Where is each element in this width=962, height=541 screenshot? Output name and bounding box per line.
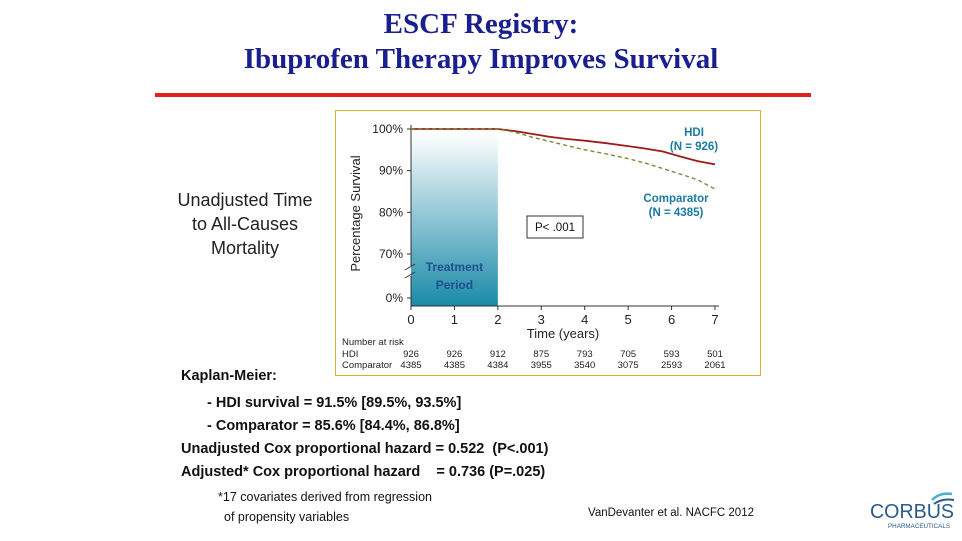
y-axis-break [404,263,416,279]
adjusted-cox-text: Adjusted* Cox proportional hazard = 0.73… [181,464,546,480]
y-tick-label: 70% [379,247,403,261]
risk-table-cell: 926 [446,349,462,360]
risk-table-cell: 793 [577,349,593,360]
side-label-line: Mortality [210,238,279,258]
x-axis-label: Time (years) [527,326,599,341]
unadjusted-cox-text: Unadjusted Cox proportional hazard = 0.5… [181,441,549,457]
y-tick-label: 90% [379,164,403,178]
risk-table-cell: 4385 [400,360,421,371]
y-axis-label: Percentage Survival [348,155,363,271]
risk-table-header: Number at risk [342,337,404,348]
pvalue-label: P< .001 [535,222,575,234]
km-chart-panel: Treatment Period 0% 70% 80% 90% 100% Percentage… [335,110,761,376]
series-label-hdi-n: (N = 926) [670,141,718,153]
pvalue-box [526,215,584,239]
risk-table-cell: 2593 [661,360,682,371]
x-tick-label: 5 [625,312,632,327]
chart-side-label: Unadjusted Time to All-Causes Mortality [160,188,330,260]
slide-title-line2: Ibuprofen Therapy Improves Survival [243,43,719,75]
risk-table-row-label: HDI [342,349,358,360]
corbus-logo: CORBUS PHARMACEUTICALS [860,490,960,534]
series-label-hdi: HDI [684,127,704,139]
series-label-comparator-n: (N = 4385) [649,207,704,219]
treatment-period-label: Period [436,278,473,292]
logo-subtext: PHARMACEUTICALS [888,524,950,530]
risk-table-cell: 3955 [531,360,552,371]
series-line-comparator [411,128,716,190]
risk-table-cell: 3540 [574,360,595,371]
risk-table-cell: 4384 [487,360,508,371]
risk-table-cell: 912 [490,349,506,360]
risk-table-cell: 3075 [618,360,639,371]
y-tick-label: 0% [386,291,404,305]
risk-table-cell: 875 [533,349,549,360]
risk-table-cell: 2061 [704,360,725,371]
risk-table-cell: 501 [707,349,723,360]
x-tick-label: 0 [407,312,414,327]
footnote-line: *17 covariates derived from regression [218,490,432,504]
slide-title-line1: ESCF Registry: [383,8,579,40]
citation: VanDevanter et al. NACFC 2012 [588,507,754,519]
risk-table-cell: 4385 [444,360,465,371]
treatment-period-band [411,133,498,306]
risk-table-cell: 705 [620,349,636,360]
x-tick-label: 1 [451,312,458,327]
risk-table-row-label: Comparator [342,360,392,371]
risk-table-cell: 926 [403,349,419,360]
km-heading: Kaplan-Meier: [181,368,277,384]
x-tick-label: 2 [494,312,501,327]
x-tick-label: 6 [668,312,675,327]
y-tick-label: 100% [372,122,403,136]
x-tick-label: 4 [581,312,588,327]
comparator-survival-text: - Comparator = 85.6% [84.4%, 86.8%] [207,418,460,434]
x-tick-label: 7 [711,312,718,327]
logo-wordmark: CORBUS [870,501,954,523]
side-label-line: Unadjusted Time [177,190,313,210]
hdi-survival-text: - HDI survival = 91.5% [89.5%, 93.5%] [207,395,462,411]
treatment-period-label: Treatment [426,260,483,274]
side-label-line: to All-Causes [191,214,299,234]
x-tick-label: 3 [538,312,545,327]
footnote-line: of propensity variables [224,510,350,524]
title-divider [155,93,811,97]
y-tick-label: 80% [379,205,403,219]
series-label-comparator: Comparator [643,193,709,205]
risk-table-cell: 593 [664,349,680,360]
km-chart: Treatment Period 0% 70% 80% 90% 100% Percentage… [342,122,726,371]
